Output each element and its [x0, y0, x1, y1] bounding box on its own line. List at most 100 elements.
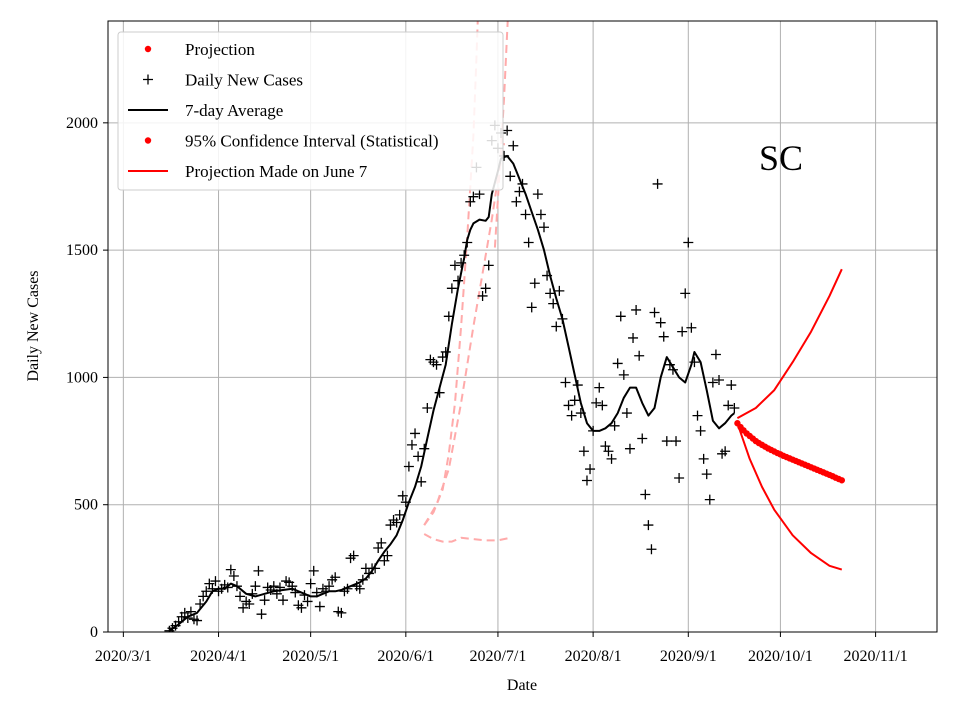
daily-case-point	[419, 443, 430, 454]
daily-case-point	[597, 400, 608, 411]
daily-case-point	[357, 574, 368, 585]
daily-case-point	[465, 196, 476, 207]
daily-case-point	[680, 288, 691, 299]
daily-case-point	[621, 408, 632, 419]
daily-case-point	[508, 140, 519, 151]
x-tick-label: 2020/7/1	[469, 648, 526, 665]
daily-case-point	[692, 410, 703, 421]
daily-case-point	[551, 321, 562, 332]
daily-case-point	[363, 568, 374, 579]
daily-case-point	[674, 472, 685, 483]
daily-case-point	[612, 358, 623, 369]
daily-case-point	[704, 494, 715, 505]
daily-case-point	[714, 374, 725, 385]
daily-case-point	[244, 598, 255, 609]
daily-case-point	[311, 587, 322, 598]
daily-case-point	[710, 349, 721, 360]
daily-case-point	[683, 237, 694, 248]
daily-case-point	[545, 288, 556, 299]
daily-case-point	[422, 402, 433, 413]
daily-case-point	[373, 542, 384, 553]
series-projection-made-on-june-7-center	[423, 143, 506, 526]
daily-case-point	[431, 359, 442, 370]
legend-marker-dot	[144, 45, 152, 53]
daily-case-point	[511, 196, 522, 207]
daily-case-point	[348, 550, 359, 561]
daily-case-point	[575, 408, 586, 419]
daily-case-point	[606, 453, 617, 464]
daily-case-point	[569, 395, 580, 406]
daily-case-point	[410, 428, 421, 439]
daily-case-point	[287, 581, 298, 592]
y-tick-label: 1500	[66, 242, 98, 259]
plot-frame	[107, 20, 938, 633]
daily-case-point	[324, 581, 335, 592]
daily-case-point	[618, 369, 629, 380]
axes: 2020/3/1 2020/4/1 2020/5/1 2020/6/1 2020/7/1…	[66, 115, 908, 665]
daily-case-point	[661, 436, 672, 447]
daily-case-point	[204, 578, 215, 589]
daily-case-point	[468, 191, 479, 202]
series-95-confidence-interval-statistical-lower	[736, 422, 843, 571]
projection-point	[838, 477, 846, 484]
daily-case-point	[330, 572, 341, 583]
daily-case-point	[305, 578, 316, 589]
daily-case-point	[247, 588, 258, 599]
daily-case-point	[548, 298, 559, 309]
daily-case-point	[578, 446, 589, 457]
daily-case-point	[480, 283, 491, 294]
daily-case-point	[609, 420, 620, 431]
daily-case-point	[517, 178, 528, 189]
daily-case-point	[394, 509, 405, 520]
x-tick-label: 2020/9/1	[660, 648, 717, 665]
x-axis-title: Date	[507, 677, 537, 694]
daily-case-point	[529, 278, 540, 289]
daily-case-point	[720, 446, 731, 457]
legend-marker-plus	[143, 74, 153, 85]
daily-case-point	[370, 563, 381, 574]
daily-case-point	[222, 582, 233, 593]
x-tick-label: 2020/11/1	[843, 648, 907, 665]
daily-case-point	[320, 586, 331, 597]
x-tick-label: 2020/6/1	[377, 648, 434, 665]
daily-case-point	[535, 209, 546, 220]
daily-case-point	[523, 237, 534, 248]
daily-case-point	[456, 257, 467, 268]
daily-case-point	[689, 357, 700, 368]
y-tick-label: 2000	[66, 115, 98, 132]
x-tick-label: 2020/5/1	[282, 648, 339, 665]
daily-case-point	[379, 555, 390, 566]
daily-case-point	[256, 609, 267, 620]
daily-case-point	[406, 439, 417, 450]
daily-case-point	[449, 260, 460, 271]
daily-case-point	[477, 290, 488, 301]
daily-case-point	[538, 222, 549, 233]
legend-label: Daily New Cases	[185, 71, 303, 90]
daily-case-point	[581, 475, 592, 486]
daily-case-point	[314, 601, 325, 612]
legend: Projection Daily New Cases 7-day Average 95…	[117, 31, 504, 191]
daily-case-point	[686, 322, 697, 333]
daily-case-point	[385, 520, 396, 531]
daily-case-point	[603, 446, 614, 457]
x-tick-label: 2020/3/1	[95, 648, 152, 665]
state-label: SC	[759, 138, 803, 178]
daily-case-point	[302, 596, 313, 607]
daily-case-point	[238, 602, 249, 613]
daily-case-point	[443, 311, 454, 322]
daily-case-point	[588, 425, 599, 436]
daily-case-point	[624, 443, 635, 454]
daily-case-point	[560, 377, 571, 388]
daily-case-point	[634, 350, 645, 361]
daily-case-point	[185, 606, 196, 617]
daily-case-point	[526, 302, 537, 313]
x-tick-label: 2020/8/1	[565, 648, 622, 665]
daily-case-point	[274, 582, 285, 593]
daily-case-point	[453, 275, 464, 286]
daily-case-point	[652, 178, 663, 189]
daily-case-point	[695, 425, 706, 436]
legend-label: 95% Confidence Interval (Statistical)	[185, 132, 439, 151]
daily-case-point	[701, 469, 712, 480]
series-projection-made-on-june-7-lower	[423, 533, 511, 543]
legend-label: 7-day Average	[185, 101, 283, 120]
